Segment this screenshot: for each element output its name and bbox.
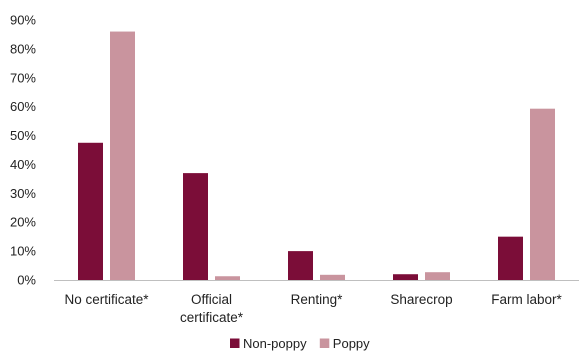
bar-poppy [110, 31, 135, 280]
y-tick-label: 10% [10, 244, 36, 259]
bar-poppy [215, 276, 240, 280]
y-tick-label: 0% [17, 273, 36, 288]
bars [78, 31, 555, 280]
bar-non-poppy [393, 274, 418, 280]
x-category-label: Official [191, 292, 232, 307]
bar-non-poppy [183, 173, 208, 280]
y-tick-label: 60% [10, 99, 36, 114]
legend-label: Non-poppy [243, 336, 307, 351]
legend-label: Poppy [333, 336, 370, 351]
x-category-label: certificate* [180, 310, 244, 325]
x-axis-labels: No certificate* Official certificate* Renti… [64, 292, 562, 325]
y-tick-label: 70% [10, 70, 36, 85]
y-tick-label: 20% [10, 215, 36, 230]
x-category-label: Renting* [291, 292, 344, 307]
y-tick-label: 80% [10, 41, 36, 56]
bar-non-poppy [78, 142, 103, 280]
legend-swatch [230, 338, 240, 348]
legend-swatch [319, 338, 330, 348]
y-tick-label: 40% [10, 157, 36, 172]
y-axis: 0% 10% 20% 30% 40% 50% 60% 70% 80% 90% [10, 13, 36, 288]
bar-poppy [320, 274, 345, 280]
legend: Non-poppy Poppy [230, 336, 370, 351]
x-category-label: Sharecrop [390, 292, 452, 307]
x-category-label: No certificate* [64, 292, 149, 307]
y-tick-label: 90% [10, 13, 36, 28]
bar-non-poppy [288, 251, 313, 280]
bar-poppy [530, 108, 555, 280]
x-category-label: Farm labor* [491, 292, 562, 307]
bar-non-poppy [498, 236, 523, 280]
bar-poppy [425, 272, 450, 280]
y-tick-label: 30% [10, 186, 36, 201]
y-tick-label: 50% [10, 128, 36, 143]
